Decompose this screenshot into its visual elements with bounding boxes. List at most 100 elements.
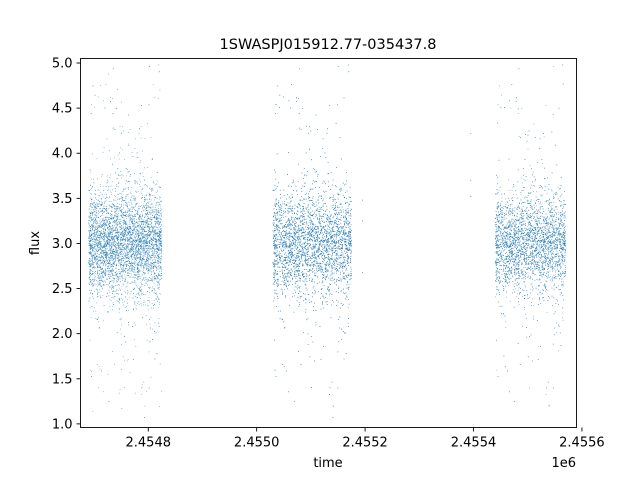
data-point xyxy=(94,220,95,222)
data-point xyxy=(89,205,91,207)
data-point xyxy=(141,216,143,217)
data-point xyxy=(97,275,99,277)
data-point xyxy=(152,189,154,191)
data-point xyxy=(122,229,124,231)
data-point xyxy=(92,240,94,242)
data-point xyxy=(98,227,100,228)
data-point xyxy=(154,207,156,209)
data-point xyxy=(105,268,106,270)
data-point xyxy=(93,206,95,208)
data-point xyxy=(108,222,110,223)
data-point xyxy=(111,254,112,256)
data-point xyxy=(160,261,161,263)
data-point xyxy=(125,227,127,229)
data-point xyxy=(110,222,112,224)
data-point xyxy=(145,263,147,265)
data-point xyxy=(144,209,146,211)
data-point xyxy=(100,242,101,244)
data-point xyxy=(131,267,133,269)
data-point xyxy=(112,244,113,246)
data-point xyxy=(117,243,119,245)
data-point xyxy=(158,258,160,260)
data-point xyxy=(133,282,135,284)
data-point xyxy=(132,206,134,208)
data-point xyxy=(150,267,152,269)
data-point xyxy=(151,255,152,256)
data-point xyxy=(92,270,93,272)
data-point xyxy=(156,219,157,221)
data-point xyxy=(124,228,126,230)
data-point xyxy=(116,208,118,210)
data-point xyxy=(116,249,118,251)
data-point xyxy=(160,226,161,227)
data-point xyxy=(110,271,112,273)
data-point xyxy=(134,204,136,206)
data-point xyxy=(140,181,141,183)
data-point xyxy=(96,221,97,223)
data-point xyxy=(132,222,133,224)
data-point xyxy=(99,266,101,268)
data-point xyxy=(160,278,162,280)
data-point xyxy=(90,213,91,214)
data-point xyxy=(99,246,100,248)
data-point xyxy=(159,247,161,249)
data-point xyxy=(89,190,90,191)
data-point xyxy=(122,279,123,281)
data-point xyxy=(150,251,152,252)
data-point xyxy=(152,227,154,229)
data-point xyxy=(114,233,116,234)
data-point xyxy=(129,225,131,227)
data-point xyxy=(144,262,146,264)
data-point xyxy=(152,210,153,212)
data-point xyxy=(119,274,121,276)
data-point xyxy=(148,226,150,227)
data-point xyxy=(112,98,113,99)
data-point xyxy=(136,256,138,258)
data-point xyxy=(144,234,146,236)
data-point xyxy=(137,246,139,248)
data-point xyxy=(90,215,92,217)
data-point xyxy=(143,247,144,249)
data-point xyxy=(113,280,115,282)
data-point xyxy=(154,331,155,332)
data-point xyxy=(94,257,96,259)
data-point xyxy=(106,242,108,244)
data-point xyxy=(111,286,113,288)
data-point xyxy=(100,241,102,243)
data-point xyxy=(117,203,118,204)
data-point xyxy=(159,246,161,248)
data-point xyxy=(134,280,136,282)
data-point xyxy=(97,239,99,241)
data-point xyxy=(156,242,158,244)
data-point xyxy=(103,254,105,256)
data-point xyxy=(148,249,150,251)
data-point xyxy=(129,227,130,229)
data-point xyxy=(147,238,149,239)
data-point xyxy=(132,259,133,260)
data-point xyxy=(95,197,97,199)
data-point xyxy=(109,299,111,301)
data-point xyxy=(98,210,99,212)
data-point xyxy=(115,227,117,228)
data-point xyxy=(126,216,128,217)
data-point xyxy=(115,235,116,236)
data-point xyxy=(130,244,132,246)
data-point xyxy=(131,223,133,225)
data-point xyxy=(104,246,106,248)
data-point xyxy=(126,283,128,285)
data-point xyxy=(159,233,160,235)
data-point xyxy=(156,295,158,297)
data-point xyxy=(109,274,111,275)
data-point xyxy=(126,306,127,308)
data-point xyxy=(127,227,129,229)
data-point xyxy=(154,255,156,256)
data-point xyxy=(156,245,158,246)
data-point xyxy=(130,200,131,201)
data-point xyxy=(145,245,147,247)
data-point xyxy=(135,233,137,235)
data-point xyxy=(119,240,121,241)
data-point xyxy=(100,222,102,224)
data-point xyxy=(152,245,154,246)
data-point xyxy=(151,271,153,273)
data-point xyxy=(138,235,139,237)
